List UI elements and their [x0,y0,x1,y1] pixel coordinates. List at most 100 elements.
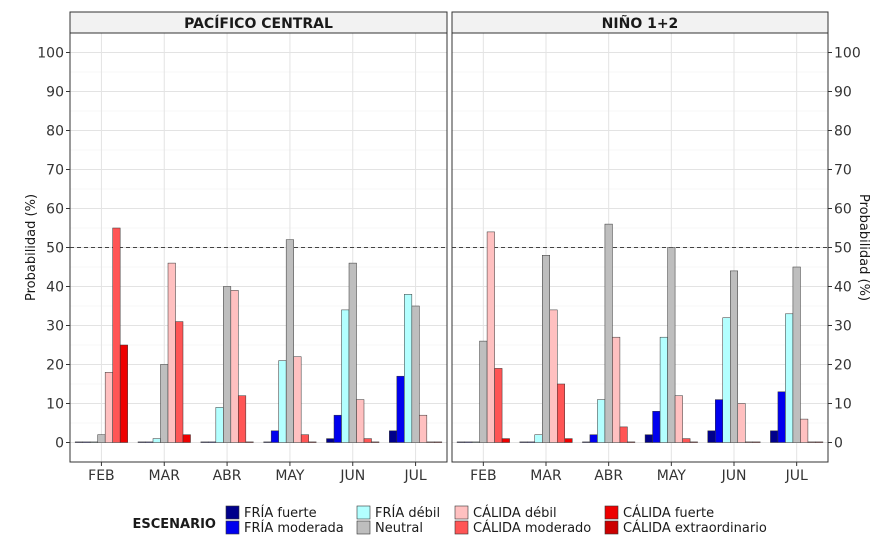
bar [501,438,510,443]
y-tick-label-left: 90 [46,85,64,101]
y-tick-label-left: 80 [46,124,64,140]
bar [464,441,473,443]
bar [270,430,279,443]
bar [152,438,161,443]
bar [659,336,668,443]
bar [285,239,294,443]
bar [519,441,528,443]
bar [674,395,683,443]
bar [557,383,565,443]
bar [175,321,184,443]
bar [689,441,698,443]
y-tick-label-right: 90 [834,85,852,101]
x-tick-label: MAY [657,468,687,484]
legend-title: ESCENARIO [132,517,216,532]
bar [652,411,661,443]
bar [208,441,217,443]
y-tick-label-left: 30 [46,319,64,335]
bar [644,434,653,443]
bar [589,434,598,443]
legend-swatch [225,520,240,535]
legend-swatch [604,505,619,520]
bar [404,294,413,443]
bar [333,414,342,443]
bar [612,336,621,443]
y-tick-label-right: 20 [834,358,852,374]
legend-label: FRÍA moderada [244,520,344,536]
bar [815,441,824,443]
bar [137,441,146,443]
y-tick-label-left: 40 [46,280,64,296]
legend-label: CÁLIDA extraordinario [623,520,767,536]
x-tick-label: MAR [530,468,562,484]
y-tick-label-right: 80 [834,124,852,140]
bar [707,430,716,443]
x-tick-label: JUN [721,468,747,484]
legend-swatch [454,505,469,520]
x-tick-label: MAR [149,468,181,484]
panel-strip [69,11,448,34]
bar [97,434,106,443]
y-tick-label-right: 10 [834,397,852,413]
bar [434,441,443,443]
bar [326,438,335,443]
legend-label: CÁLIDA moderado [473,520,591,536]
legend-swatch [454,520,469,535]
bar [389,430,398,443]
bar [223,286,232,443]
legend-label: Neutral [375,521,423,536]
bar [363,438,372,443]
bar [215,407,224,443]
bar [411,305,420,443]
bar [89,441,98,443]
y-tick-label-left: 100 [37,46,64,62]
legend-swatch [604,520,619,535]
bar [770,430,779,443]
bar [74,441,83,443]
bar [238,395,247,443]
legend-swatch [356,505,371,520]
bar [619,426,628,443]
bar [396,375,405,443]
bar [682,438,691,443]
y-axis-title-left: Probabilidad (%) [24,194,39,301]
x-tick-label: JUL [403,468,426,484]
bar [667,247,676,443]
bar [167,262,176,443]
x-tick-label: ABR [594,468,623,484]
bar [300,434,309,443]
bar [471,441,480,443]
legend-swatch [356,520,371,535]
bar [745,441,753,443]
bar [807,441,816,443]
bar [456,441,465,443]
legend-swatch [225,505,240,520]
bar [534,434,543,443]
y-tick-label-right: 70 [834,163,852,179]
panel-title: NIÑO 1+2 [602,15,679,32]
legend-label: FRÍA débil [375,505,440,521]
legend-label: FRÍA fuerte [244,505,317,521]
legend-label: CÁLIDA débil [473,505,557,521]
bar [777,391,786,443]
bar [230,290,239,443]
bar [542,255,550,443]
bar [564,438,573,443]
y-tick-label-right: 30 [834,319,852,335]
bar [112,227,121,443]
bar [604,223,613,443]
bar [200,441,209,443]
x-tick-label: JUL [785,468,808,484]
x-tick-label: FEB [88,468,115,484]
bar [715,399,723,443]
y-tick-label-right: 0 [834,436,843,452]
bar [278,360,287,443]
bar [419,414,428,443]
bar [145,441,154,443]
bar [371,441,380,443]
bar [82,441,91,443]
bar [182,434,191,443]
bar [792,266,801,443]
